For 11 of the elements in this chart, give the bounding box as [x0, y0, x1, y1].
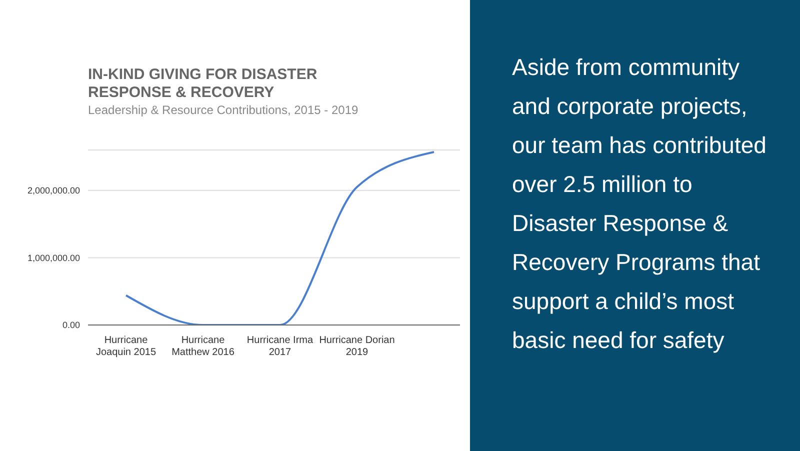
x-tick-label: Hurricane Irma 2017: [246, 335, 314, 358]
chart-subtitle: Leadership & Resource Contributions, 2015 - 2019: [88, 103, 358, 117]
x-tick-label: Hurricane Matthew 2016: [172, 335, 235, 358]
chart-title: IN-KIND GIVING FOR DISASTER RESPONSE & RECOVERY: [88, 66, 318, 102]
line-series: [125, 151, 435, 325]
y-tick-label: 1,000,000.00: [27, 252, 80, 263]
x-tick-label: Hurricane Dorian 2019: [319, 335, 395, 358]
text: Aside from community and corporate projects, our team has contributed over 2.5 million to Disaster Response & Recovery Programs that support a child’s most basic need for safety: [512, 53, 768, 355]
y-tick-label: 0.00: [62, 320, 80, 330]
y-tick-label: 2,000,000.00: [27, 186, 80, 196]
x-tick-label: Hurricane Joaquin 2015: [96, 335, 156, 358]
